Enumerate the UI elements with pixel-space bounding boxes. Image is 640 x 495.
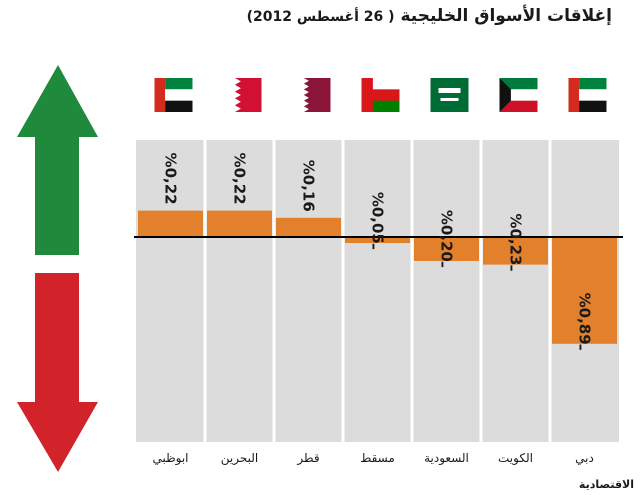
bar xyxy=(552,237,617,344)
value-label: %0,22 xyxy=(162,153,180,205)
title-text: إغلاقات الأسواق الخليجية xyxy=(400,6,612,26)
bar xyxy=(414,237,479,261)
category-label: دبي xyxy=(575,451,594,465)
bar xyxy=(207,210,272,237)
value-label: %ـ0,05 xyxy=(369,192,387,250)
bar xyxy=(483,237,548,265)
category-label: مسقط xyxy=(360,451,395,465)
category-label: البحرين xyxy=(221,451,258,466)
bar xyxy=(345,237,410,243)
value-label: %ـ0,20 xyxy=(438,210,456,268)
oman-flag-icon xyxy=(361,78,400,112)
value-label: %0,22 xyxy=(231,153,249,205)
up-arrow-icon xyxy=(17,65,98,255)
category-panels xyxy=(136,140,619,442)
title-date: ( 26 أغسطس 2012) xyxy=(246,9,395,25)
uae-flag-icon xyxy=(154,78,193,112)
flag-row xyxy=(154,78,607,112)
chart-title: إغلاقات الأسواق الخليجية ( 26 أغسطس 2012… xyxy=(247,6,612,26)
uae-flag-icon xyxy=(568,78,607,112)
bar xyxy=(276,217,341,237)
value-label: %ـ0,23 xyxy=(507,213,525,271)
panel-background xyxy=(136,140,619,442)
value-label: %0,16 xyxy=(300,160,318,212)
source-logo: الاقتصادية xyxy=(578,478,634,491)
bars xyxy=(138,210,617,344)
saudi-flag-icon xyxy=(430,78,469,112)
category-label: ابوظبي xyxy=(152,451,188,466)
qatar-flag-icon xyxy=(292,78,331,112)
trend-arrows xyxy=(17,65,98,472)
category-label: قطر xyxy=(296,451,319,466)
down-arrow-icon xyxy=(17,273,98,472)
category-label: الكويت xyxy=(498,451,533,466)
value-label: %ـ0,89 xyxy=(576,293,594,351)
value-labels: %0,22 %0,22 %0,16 %ـ0,05 %ـ0,20 %ـ0,23 %ـ0,89 xyxy=(162,153,594,351)
bahrain-flag-icon xyxy=(223,78,262,112)
category-label: السعودية xyxy=(424,451,469,466)
kuwait-flag-icon xyxy=(499,78,538,112)
bar xyxy=(138,210,203,237)
category-labels: ابوظبي البحرين قطر مسقط السعودية الكويت دبي xyxy=(152,451,593,466)
